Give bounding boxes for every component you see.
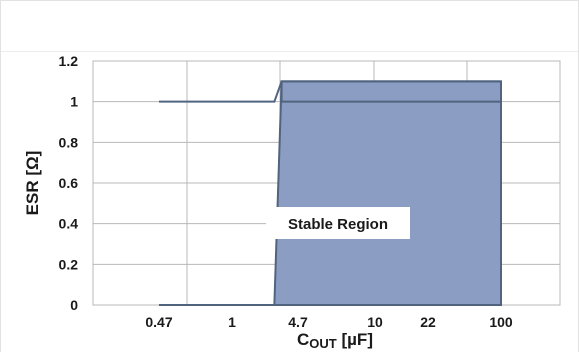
annotation-box [266, 207, 410, 239]
y-axis-title: ESR [Ω] [23, 151, 42, 216]
stable-region-annotation: Stable Region [266, 207, 410, 239]
y-tick-label: 0.8 [59, 134, 79, 150]
x-tick-label: 1 [228, 314, 236, 330]
y-tick-label: 0.6 [59, 175, 79, 191]
stable-region-upper-edge [159, 80, 501, 103]
y-tick-label: 0 [70, 297, 78, 313]
y-tick-labels: 0 0.2 0.4 0.6 0.8 1 1.2 [59, 53, 79, 313]
x-tick-label: 100 [489, 314, 513, 330]
x-tick-labels: 0.47 1 4.7 10 22 100 [145, 314, 513, 330]
y-tick-label: 1.2 [59, 53, 79, 69]
x-axis-title-main: C [297, 330, 309, 349]
y-tick-label: 1 [70, 94, 78, 110]
x-axis-title-unit: [µF] [337, 330, 373, 349]
y-tick-label: 0.2 [59, 256, 79, 272]
x-tick-label: 10 [367, 314, 383, 330]
x-tick-label: 0.47 [145, 314, 172, 330]
x-axis-title-subscript: OUT [309, 336, 337, 351]
x-axis-title: COUT [µF] [297, 330, 373, 351]
x-tick-label: 4.7 [288, 314, 308, 330]
header-divider [1, 51, 578, 52]
x-tick-label: 22 [420, 314, 436, 330]
y-tick-label: 0.4 [59, 216, 79, 232]
annotation-text: Stable Region [288, 216, 388, 233]
stable-region-area [159, 80, 502, 306]
